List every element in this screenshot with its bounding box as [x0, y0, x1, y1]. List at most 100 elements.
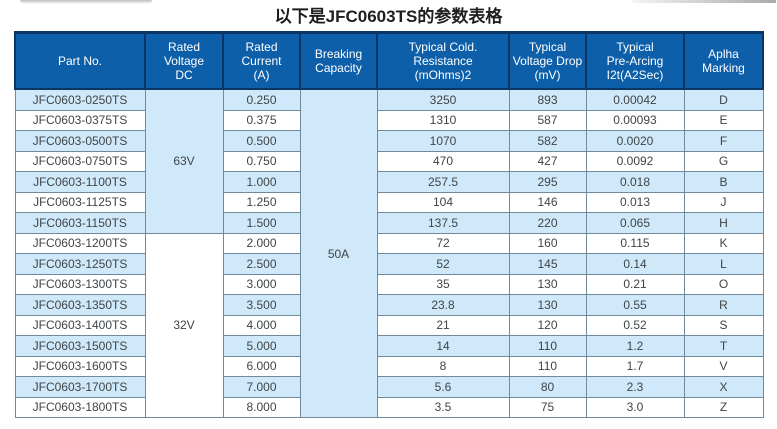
pre-arcing-cell: 0.14	[585, 253, 685, 275]
rated-current-cell: 0.500	[222, 130, 301, 152]
rated-current-cell: 0.250	[222, 88, 301, 111]
rated-current-cell: 1.500	[222, 212, 301, 234]
alpha-marking-cell: R	[683, 294, 764, 316]
rated-voltage-cell: 63V	[144, 88, 224, 234]
cold-resistance-cell: 21	[376, 314, 510, 336]
column-header-breaking: Breaking Capacity	[299, 31, 378, 90]
voltage-drop-cell: 146	[508, 191, 587, 213]
cold-resistance-cell: 35	[376, 273, 510, 295]
cold-resistance-cell: 8	[376, 355, 510, 377]
pre-arcing-cell: 0.013	[585, 191, 685, 213]
rated-current-cell: 3.500	[222, 294, 301, 316]
part-number-cell: JFC0603-1150TS	[14, 212, 146, 234]
rated-current-cell: 8.000	[222, 396, 301, 418]
voltage-drop-cell: 130	[508, 273, 587, 295]
page-title: 以下是JFC0603TS的参数表格	[274, 7, 503, 26]
alpha-marking-cell: T	[683, 335, 764, 357]
pre-arcing-cell: 0.21	[585, 273, 685, 295]
alpha-marking-cell: V	[683, 355, 764, 377]
rated-current-cell: 2.000	[222, 232, 301, 254]
pre-arcing-cell: 0.0092	[585, 150, 685, 172]
pre-arcing-cell: 2.3	[585, 376, 685, 398]
table-row: JFC0603-1700TS 7.000 5.6 80 2.3 X	[14, 376, 764, 398]
column-header-resistance: Typical Cold. Resistance (mOhms)2	[376, 31, 510, 90]
part-number-cell: JFC0603-1125TS	[14, 191, 146, 213]
voltage-drop-cell: 160	[508, 232, 587, 254]
voltage-drop-cell: 110	[508, 335, 587, 357]
pre-arcing-cell: 0.00093	[585, 109, 685, 131]
rated-voltage-cell: 32V	[144, 232, 224, 418]
alpha-marking-cell: Z	[683, 396, 764, 418]
alpha-marking-cell: B	[683, 171, 764, 193]
voltage-drop-cell: 220	[508, 212, 587, 234]
cold-resistance-cell: 23.8	[376, 294, 510, 316]
column-header-current: Rated Current (A)	[222, 31, 301, 90]
alpha-marking-cell: E	[683, 109, 764, 131]
header-row: Part No. Rated Voltage DC Rated Current (A…	[14, 31, 764, 90]
rated-current-cell: 2.500	[222, 253, 301, 275]
rated-current-cell: 7.000	[222, 376, 301, 398]
column-header-marking: Aplha Marking	[683, 31, 764, 90]
table-row: JFC0603-1125TS 1.250 104 146 0.013 J	[14, 191, 764, 213]
cold-resistance-cell: 72	[376, 232, 510, 254]
pre-arcing-cell: 1.2	[585, 335, 685, 357]
table-body: JFC0603-0250TS 63V 0.250 50A 3250 893 0.00042 D…	[14, 88, 764, 418]
alpha-marking-cell: D	[683, 88, 764, 111]
cold-resistance-cell: 3.5	[376, 396, 510, 418]
top-right-edge-artifact	[631, 0, 776, 3]
cold-resistance-cell: 470	[376, 150, 510, 172]
table-row: JFC0603-1350TS 3.500 23.8 130 0.55 R	[14, 294, 764, 316]
column-header-vdrop: Typical Voltage Drop (mV)	[508, 31, 587, 90]
part-number-cell: JFC0603-1700TS	[14, 376, 146, 398]
voltage-drop-cell: 80	[508, 376, 587, 398]
part-number-cell: JFC0603-1300TS	[14, 273, 146, 295]
voltage-drop-cell: 295	[508, 171, 587, 193]
pre-arcing-cell: 3.0	[585, 396, 685, 418]
part-number-cell: JFC0603-1100TS	[14, 171, 146, 193]
voltage-drop-cell: 582	[508, 130, 587, 152]
alpha-marking-cell: K	[683, 232, 764, 254]
voltage-drop-cell: 893	[508, 88, 587, 111]
table-row: JFC0603-1300TS 3.000 35 130 0.21 O	[14, 273, 764, 295]
table-row: JFC0603-0500TS 0.500 1070 582 0.0020 F	[14, 130, 764, 152]
table-row: JFC0603-0375TS 0.375 1310 587 0.00093 E	[14, 109, 764, 131]
table-row: JFC0603-0750TS 0.750 470 427 0.0092 G	[14, 150, 764, 172]
cold-resistance-cell: 104	[376, 191, 510, 213]
rated-current-cell: 1.000	[222, 171, 301, 193]
table-row: JFC0603-1600TS 6.000 8 110 1.7 V	[14, 355, 764, 377]
cold-resistance-cell: 257.5	[376, 171, 510, 193]
rated-current-cell: 3.000	[222, 273, 301, 295]
rated-current-cell: 5.000	[222, 335, 301, 357]
rated-current-cell: 6.000	[222, 355, 301, 377]
part-number-cell: JFC0603-0500TS	[14, 130, 146, 152]
breaking-capacity-cell: 50A	[299, 88, 378, 418]
table-row: JFC0603-1250TS 2.500 52 145 0.14 L	[14, 253, 764, 275]
cold-resistance-cell: 52	[376, 253, 510, 275]
rated-current-cell: 1.250	[222, 191, 301, 213]
voltage-drop-cell: 587	[508, 109, 587, 131]
table-row: JFC0603-1100TS 1.000 257.5 295 0.018 B	[14, 171, 764, 193]
column-header-prearcing: Typical Pre-Arcing I2t(A2Sec)	[585, 31, 685, 90]
alpha-marking-cell: X	[683, 376, 764, 398]
table-row: JFC0603-1150TS 1.500 137.5 220 0.065 H	[14, 212, 764, 234]
table-row: JFC0603-1500TS 5.000 14 110 1.2 T	[14, 335, 764, 357]
part-number-cell: JFC0603-1350TS	[14, 294, 146, 316]
alpha-marking-cell: H	[683, 212, 764, 234]
spec-table: Part No. Rated Voltage DC Rated Current (A…	[14, 31, 764, 418]
table-row: JFC0603-1200TS 32V 2.000 72 160 0.115 K	[14, 232, 764, 418]
voltage-drop-cell: 130	[508, 294, 587, 316]
cold-resistance-cell: 137.5	[376, 212, 510, 234]
part-number-cell: JFC0603-1800TS	[14, 396, 146, 418]
rated-current-cell: 0.375	[222, 109, 301, 131]
alpha-marking-cell: G	[683, 150, 764, 172]
part-number-cell: JFC0603-1200TS	[14, 232, 146, 254]
cold-resistance-cell: 5.6	[376, 376, 510, 398]
part-number-cell: JFC0603-1500TS	[14, 335, 146, 357]
voltage-drop-cell: 145	[508, 253, 587, 275]
part-number-cell: JFC0603-0375TS	[14, 109, 146, 131]
pre-arcing-cell: 0.0020	[585, 130, 685, 152]
pre-arcing-cell: 0.115	[585, 232, 685, 254]
voltage-drop-cell: 75	[508, 396, 587, 418]
alpha-marking-cell: J	[683, 191, 764, 213]
column-header-voltage: Rated Voltage DC	[144, 31, 224, 90]
